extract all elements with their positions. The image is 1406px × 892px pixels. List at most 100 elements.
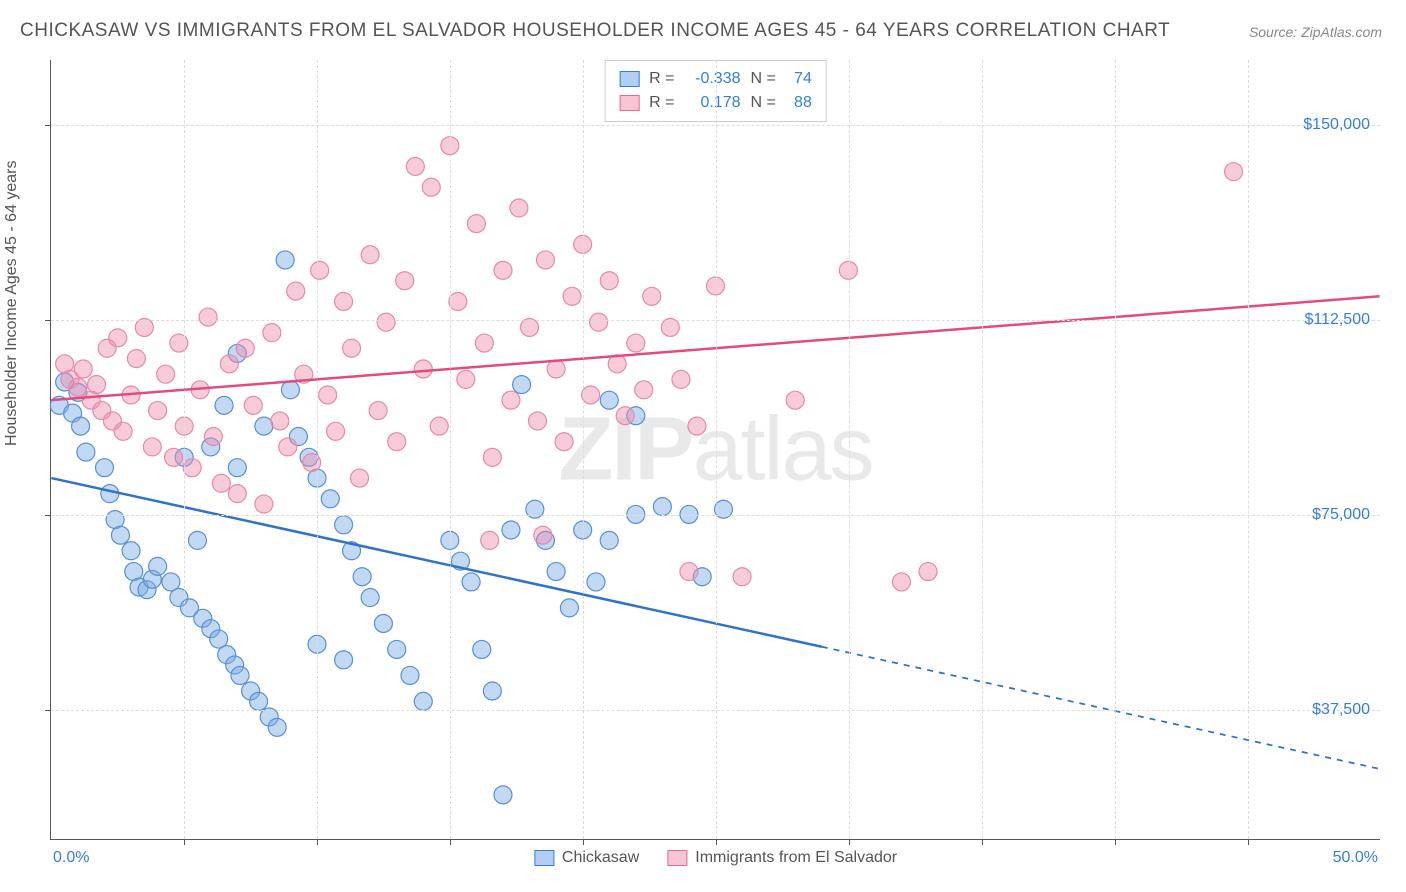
y-tick-label: $112,500: [1304, 311, 1370, 329]
data-point: [483, 682, 501, 700]
gridline-v: [1248, 60, 1249, 839]
gridline-v: [849, 60, 850, 839]
data-point: [122, 542, 140, 560]
data-point: [74, 360, 92, 378]
series-legend: Chickasaw Immigrants from El Salvador: [534, 849, 897, 867]
legend-label-pink: Immigrants from El Salvador: [695, 849, 897, 867]
data-point: [430, 417, 448, 435]
data-point: [244, 396, 262, 414]
gridline-v: [716, 60, 717, 839]
data-point: [95, 459, 113, 477]
data-point: [236, 339, 254, 357]
gridline-v: [1115, 60, 1116, 839]
data-point: [255, 495, 273, 513]
gridline-v: [317, 60, 318, 839]
data-point: [351, 469, 369, 487]
data-point: [271, 412, 289, 430]
data-point: [414, 692, 432, 710]
data-point: [563, 287, 581, 305]
data-point: [547, 563, 565, 581]
data-point: [680, 563, 698, 581]
data-point: [335, 293, 353, 311]
data-point: [335, 516, 353, 534]
legend-item-pink: Immigrants from El Salvador: [667, 849, 897, 867]
data-point: [321, 490, 339, 508]
data-point: [188, 531, 206, 549]
stat-n-value-blue: 74: [786, 67, 812, 91]
data-point: [111, 526, 129, 544]
stat-r-label: R =: [649, 67, 674, 91]
data-point: [672, 370, 690, 388]
source-label: Source: ZipAtlas.com: [1249, 24, 1382, 40]
swatch-pink-icon: [619, 95, 639, 111]
data-point: [165, 448, 183, 466]
legend-item-blue: Chickasaw: [534, 849, 639, 867]
data-point: [199, 308, 217, 326]
data-point: [170, 334, 188, 352]
data-point: [481, 531, 499, 549]
data-point: [590, 313, 608, 331]
plot-area: ZIPatlas R = -0.338 N = 74 R = 0.178 N =…: [50, 60, 1380, 840]
data-point: [369, 402, 387, 420]
data-point: [462, 573, 480, 591]
data-point: [521, 318, 539, 336]
y-tick-label: $37,500: [1312, 701, 1370, 719]
data-point: [600, 391, 618, 409]
data-point: [143, 438, 161, 456]
data-point: [892, 573, 910, 591]
data-point: [529, 412, 547, 430]
data-point: [135, 318, 153, 336]
data-point: [627, 334, 645, 352]
stat-n-label: N =: [751, 91, 776, 115]
data-point: [114, 422, 132, 440]
data-point: [250, 692, 268, 710]
data-point: [72, 417, 90, 435]
data-point: [343, 339, 361, 357]
swatch-blue-icon: [619, 71, 639, 87]
data-point: [534, 526, 552, 544]
data-point: [77, 443, 95, 461]
data-point: [228, 459, 246, 477]
y-tick-label: $150,000: [1303, 116, 1370, 134]
data-point: [547, 360, 565, 378]
data-point: [311, 261, 329, 279]
data-point: [327, 422, 345, 440]
gridline-v: [982, 60, 983, 839]
data-point: [268, 718, 286, 736]
data-point: [494, 261, 512, 279]
x-max-label: 50.0%: [1333, 849, 1378, 867]
data-point: [513, 376, 531, 394]
stat-r-label: R =: [649, 91, 674, 115]
data-point: [231, 666, 249, 684]
data-point: [502, 391, 520, 409]
trend-line: [51, 478, 821, 647]
data-point: [388, 433, 406, 451]
data-point: [510, 199, 528, 217]
y-axis-label: Householder Income Ages 45 - 64 years: [3, 161, 21, 447]
data-point: [401, 666, 419, 684]
x-min-label: 0.0%: [53, 849, 89, 867]
gridline-v: [184, 60, 185, 839]
data-point: [255, 417, 273, 435]
data-point: [374, 614, 392, 632]
data-point: [587, 573, 605, 591]
data-point: [653, 498, 671, 516]
data-point: [361, 589, 379, 607]
data-point: [157, 365, 175, 383]
data-point: [281, 381, 299, 399]
data-point: [560, 599, 578, 617]
data-point: [473, 640, 491, 658]
data-point: [467, 215, 485, 233]
data-point: [279, 438, 297, 456]
trend-line-extrapolated: [822, 647, 1380, 769]
data-point: [388, 640, 406, 658]
data-point: [109, 329, 127, 347]
data-point: [555, 433, 573, 451]
data-point: [183, 459, 201, 477]
data-point: [88, 376, 106, 394]
data-point: [688, 417, 706, 435]
stat-r-value-blue: -0.338: [685, 67, 741, 91]
data-point: [276, 251, 294, 269]
data-point: [319, 386, 337, 404]
data-point: [414, 360, 432, 378]
